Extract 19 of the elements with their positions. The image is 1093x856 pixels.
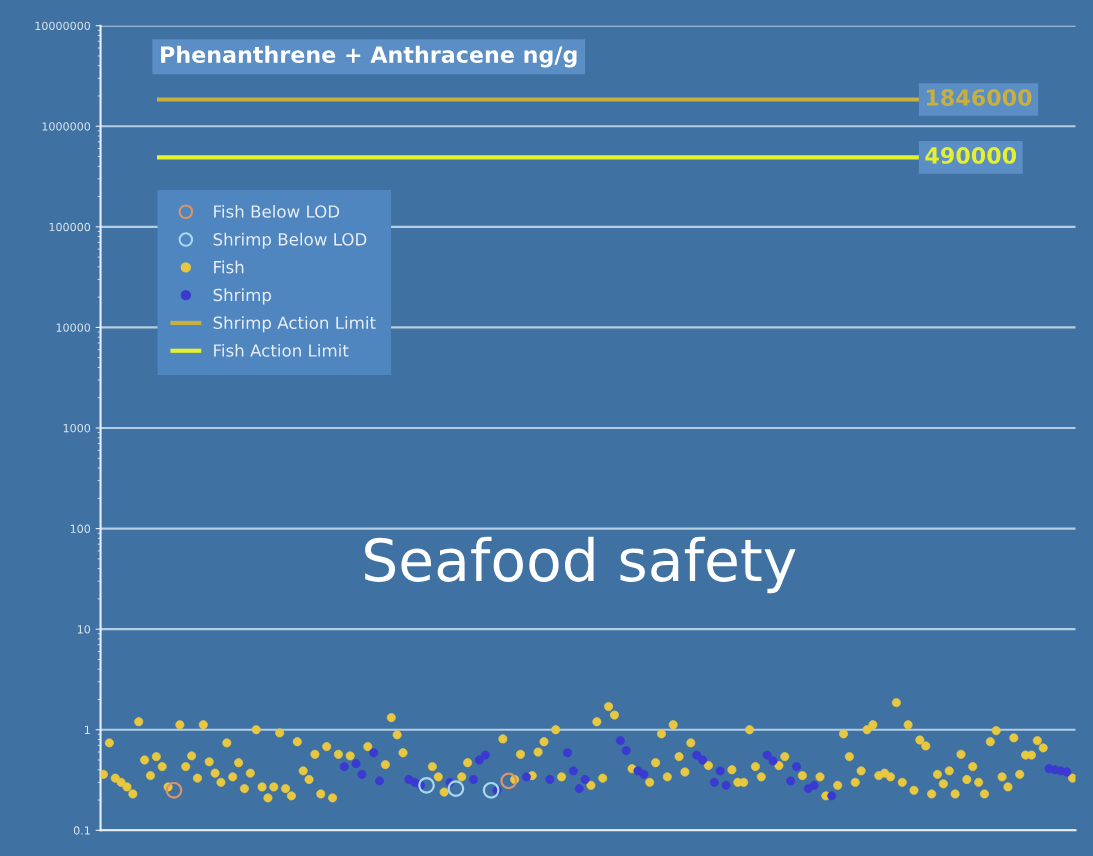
y-tick-label: 10000000 — [35, 21, 91, 31]
y-tick-label: 1000 — [63, 423, 91, 433]
legend-label: Fish — [214, 260, 244, 274]
annotation: Seafood safety — [365, 536, 796, 594]
legend-label: Shrimp — [213, 288, 272, 305]
y-tick-label: 10000 — [56, 323, 91, 332]
y-tick-label: 100000 — [49, 222, 91, 232]
y-tick-label: 10 — [77, 625, 91, 634]
y-tick-label: 0.1 — [73, 826, 90, 835]
legend-label: Fish Action Limit — [214, 343, 349, 357]
y-tick-label: 1 — [84, 725, 90, 734]
y-tick-label: 1000000 — [42, 122, 91, 131]
legend-label: Shrimp Action Limit — [213, 316, 376, 333]
annotation: 1846000 — [926, 89, 1032, 106]
y-tick-label: 100 — [70, 524, 91, 533]
legend-label: Shrimp Below LOD — [213, 232, 367, 249]
text: Phenanthrene + Anthracene ng/g — [161, 45, 577, 68]
legend-label: Fish Below LOD — [214, 204, 340, 218]
annotation: 490000 — [925, 147, 1017, 164]
